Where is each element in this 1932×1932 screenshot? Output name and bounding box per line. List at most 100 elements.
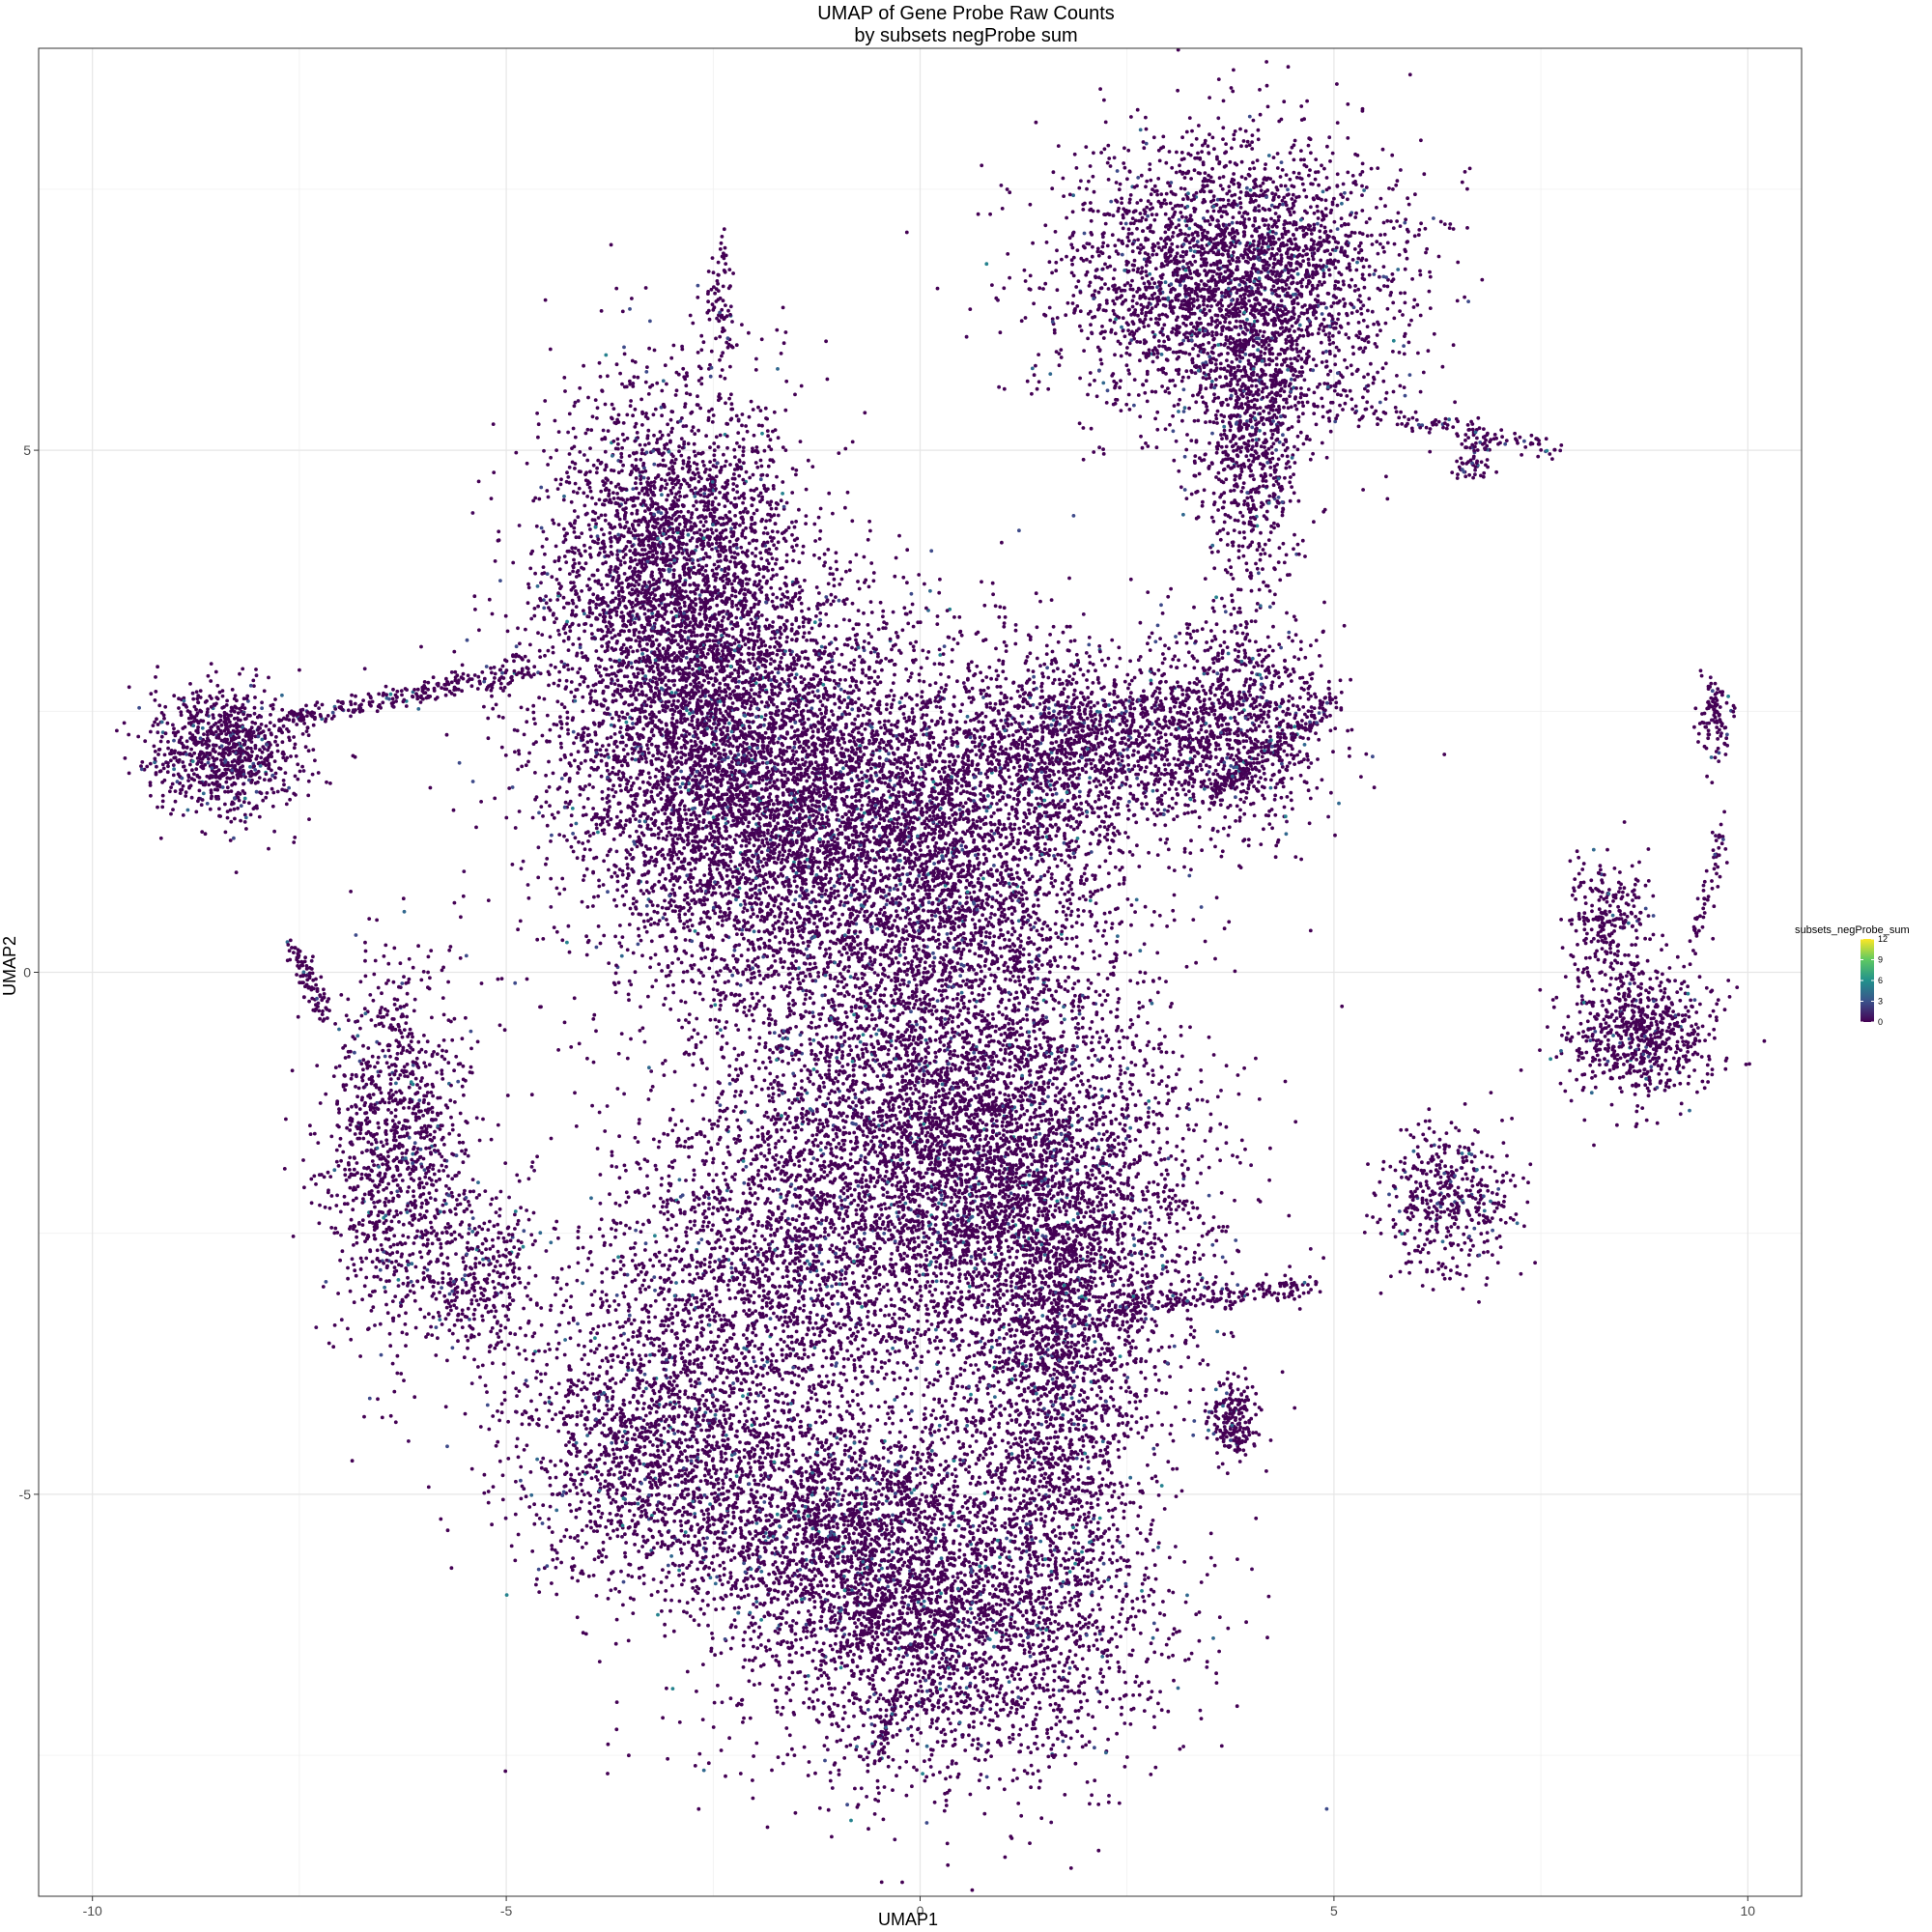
scatter-point <box>752 538 755 543</box>
scatter-point <box>712 441 717 445</box>
scatter-point <box>646 771 651 776</box>
scatter-point <box>610 636 614 640</box>
scatter-point <box>795 536 800 541</box>
scatter-point <box>641 709 645 714</box>
scatter-point <box>710 492 715 497</box>
scatter-point <box>535 584 540 588</box>
scatter-point <box>624 720 629 724</box>
scatter-point <box>727 774 732 779</box>
scatter-point <box>635 597 639 601</box>
scatter-point <box>738 803 742 808</box>
scatter-point <box>719 711 723 715</box>
scatter-point <box>775 778 780 782</box>
scatter-point <box>696 681 701 685</box>
scatter-point <box>586 938 591 943</box>
scatter-point <box>690 550 695 554</box>
scatter-point <box>486 716 491 721</box>
scatter-point <box>570 446 574 450</box>
scatter-point <box>556 810 560 814</box>
scatter-point <box>551 645 555 649</box>
scatter-point <box>597 603 602 607</box>
scatter-point <box>583 472 587 477</box>
scatter-point <box>697 991 702 996</box>
scatter-point <box>531 498 536 503</box>
scatter-point <box>652 480 657 484</box>
scatter-point <box>741 521 746 525</box>
scatter-point <box>599 673 603 678</box>
scatter-point <box>684 734 689 738</box>
scatter-point <box>661 551 665 555</box>
scatter-point <box>593 525 598 529</box>
scatter-point <box>576 670 581 675</box>
scatter-point <box>747 820 752 825</box>
scatter-point <box>634 905 638 910</box>
scatter-point <box>544 601 549 606</box>
scatter-point <box>573 519 578 524</box>
scatter-point <box>702 488 707 492</box>
scatter-point <box>547 784 552 789</box>
scatter-point <box>536 435 540 440</box>
scatter-point <box>631 649 636 654</box>
scatter-point <box>759 556 764 561</box>
scatter-point <box>738 523 742 527</box>
scatter-point <box>661 379 666 384</box>
scatter-point <box>835 567 839 572</box>
scatter-point <box>617 658 622 663</box>
scatter-point <box>657 718 662 723</box>
scatter-point <box>593 732 598 737</box>
scatter-point <box>540 572 545 576</box>
scatter-point <box>686 924 690 929</box>
scatter-point <box>634 486 639 491</box>
scatter-point <box>676 698 680 703</box>
scatter-point <box>558 586 562 590</box>
scatter-point <box>653 525 658 529</box>
scatter-point <box>665 741 669 746</box>
scatter-point <box>603 488 608 493</box>
scatter-point <box>576 515 581 520</box>
scatter-point <box>824 339 828 344</box>
scatter-point <box>573 481 578 486</box>
scatter-point <box>562 526 566 531</box>
scatter-point <box>807 607 811 611</box>
scatter-point <box>573 435 578 440</box>
scatter-point <box>680 347 685 352</box>
scatter-point <box>689 756 694 761</box>
scatter-point <box>563 800 568 805</box>
scatter-point <box>580 651 584 655</box>
scatter-point <box>617 597 621 602</box>
scatter-point <box>678 784 682 789</box>
scatter-point <box>783 330 788 334</box>
scatter-point <box>741 453 746 458</box>
scatter-point <box>639 824 643 829</box>
scatter-point <box>522 732 526 737</box>
scatter-point <box>792 667 797 671</box>
scatter-point <box>688 620 693 625</box>
scatter-point <box>668 467 671 470</box>
scatter-point <box>588 489 593 494</box>
scatter-point <box>751 827 754 832</box>
scatter-point <box>630 756 635 761</box>
scatter-point <box>554 665 557 669</box>
scatter-point <box>572 404 577 409</box>
scatter-point <box>693 432 697 437</box>
scatter-point <box>748 475 753 480</box>
scatter-point <box>775 327 780 332</box>
scatter-point <box>633 425 638 429</box>
scatter-point <box>716 444 721 449</box>
scatter-point <box>555 699 560 704</box>
scatter-point <box>663 753 667 758</box>
scatter-point <box>685 548 689 553</box>
scatter-point <box>667 471 671 476</box>
scatter-point <box>628 906 633 911</box>
scatter-point <box>610 402 614 407</box>
scatter-point <box>561 497 566 502</box>
scatter-point <box>749 399 753 404</box>
scatter-point <box>618 559 623 563</box>
scatter-point <box>680 781 685 786</box>
scatter-point <box>765 429 770 433</box>
scatter-point <box>832 651 836 656</box>
scatter-point <box>546 463 550 467</box>
scatter-point <box>694 663 698 667</box>
scatter-point <box>605 648 610 652</box>
scatter-point <box>689 411 694 415</box>
